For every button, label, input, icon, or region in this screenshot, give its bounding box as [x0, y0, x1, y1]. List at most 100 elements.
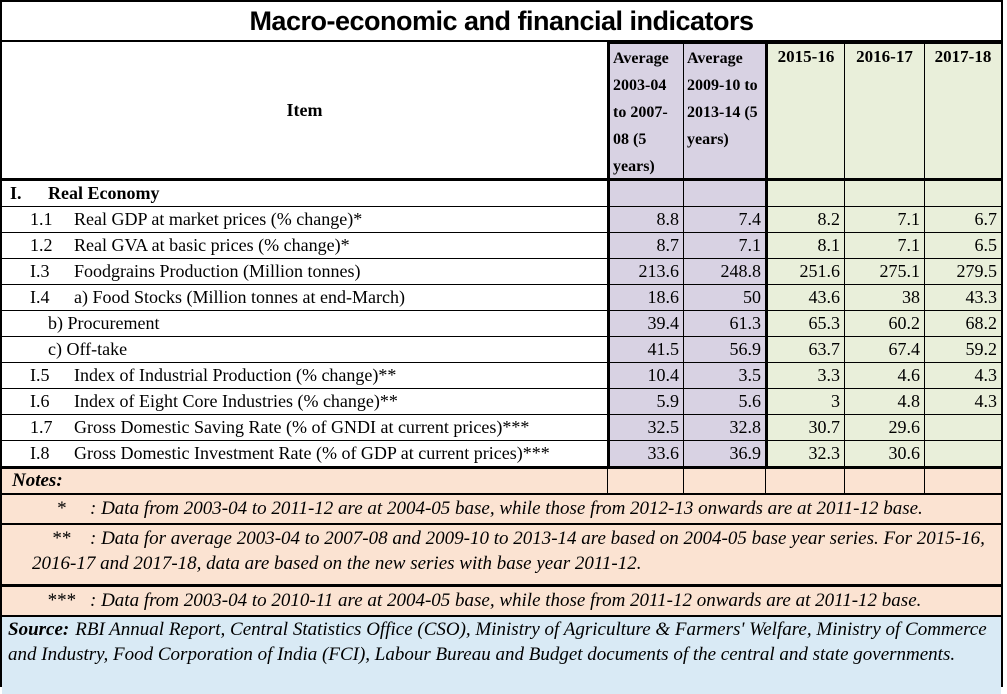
row-item-label: c) Off-take — [48, 339, 128, 359]
column-header-2017-18: 2017-18 — [924, 42, 1001, 178]
title-row: Macro-economic and financial indicators — [2, 2, 1001, 42]
cell-value: 30.7 — [765, 415, 844, 440]
cell-value: 32.5 — [607, 415, 683, 440]
cell-value: 3.5 — [683, 363, 765, 388]
row-item-label: Real GDP at market prices (% change)* — [74, 209, 363, 229]
row-item-label: Index of Industrial Production (% change… — [74, 365, 397, 385]
cell-value: 30.6 — [844, 441, 924, 466]
notes-header-row: Notes: — [2, 469, 1001, 495]
cell-value: 8.2 — [765, 207, 844, 232]
cell-value: 41.5 — [607, 337, 683, 362]
footnote-text: : Data from 2003-04 to 2010-11 are at 20… — [90, 590, 922, 611]
table-row: b) Procurement 39.4 61.3 65.3 60.2 68.2 — [2, 311, 1001, 337]
cell-value: 4.3 — [924, 389, 1001, 414]
footnote-marker: * — [56, 498, 66, 519]
table-row: I.6 Index of Eight Core Industries (% ch… — [2, 389, 1001, 415]
cell-value: 10.4 — [607, 363, 683, 388]
row-code: I.3 — [30, 261, 50, 281]
table-row: 1.2 Real GVA at basic prices (% change)*… — [2, 233, 1001, 259]
cell-value: 33.6 — [607, 441, 683, 466]
cell-value: 7.1 — [844, 207, 924, 232]
column-header-average-2009-14: Average 2009-10 to 2013-14 (5 years) — [683, 42, 765, 178]
cell-value: 213.6 — [607, 259, 683, 284]
row-item-label: b) Procurement — [48, 313, 160, 333]
footnote-text: : Data for average 2003-04 to 2007-08 an… — [32, 528, 985, 574]
cell-value: 59.2 — [924, 337, 1001, 362]
row-item-label: Gross Domestic Investment Rate (% of GDP… — [74, 443, 550, 463]
row-code: 1.1 — [30, 209, 53, 229]
cell-value: 67.4 — [844, 337, 924, 362]
cell-value: 8.8 — [607, 207, 683, 232]
cell-value: 4.3 — [924, 363, 1001, 388]
cell-value — [924, 441, 1001, 466]
cell-value: 60.2 — [844, 311, 924, 336]
cell-value: 6.5 — [924, 233, 1001, 258]
source-text: RBI Annual Report, Central Statistics Of… — [8, 619, 987, 665]
table-title: Macro-economic and financial indicators — [249, 5, 754, 36]
cell-value: 6.7 — [924, 207, 1001, 232]
table-row: 1.7 Gross Domestic Saving Rate (% of GND… — [2, 415, 1001, 441]
footnote-triple-star: *** : Data from 2003-04 to 2010-11 are at… — [2, 587, 1001, 617]
cell-value: 63.7 — [765, 337, 844, 362]
cell-value: 279.5 — [924, 259, 1001, 284]
cell-value: 5.9 — [607, 389, 683, 414]
cell-value: 7.4 — [683, 207, 765, 232]
cell-value: 275.1 — [844, 259, 924, 284]
cell-value: 3 — [765, 389, 844, 414]
cell-value: 7.1 — [844, 233, 924, 258]
column-header-average-2003-08: Average 2003-04 to 2007-08 (5 years) — [607, 42, 683, 178]
source-label: Source: — [8, 619, 70, 640]
column-header-2015-16: 2015-16 — [765, 42, 844, 178]
section-label: Real Economy — [48, 183, 160, 203]
row-item-label: Gross Domestic Saving Rate (% of GNDI at… — [74, 417, 530, 437]
cell-value: 50 — [683, 285, 765, 310]
cell-value: 43.3 — [924, 285, 1001, 310]
header-row: Item Average 2003-04 to 2007-08 (5 years… — [2, 42, 1001, 181]
cell-value: 4.6 — [844, 363, 924, 388]
row-code: I.6 — [30, 391, 50, 411]
row-item-label: Foodgrains Production (Million tonnes) — [74, 261, 361, 281]
row-code: I.8 — [30, 443, 50, 463]
table-row: 1.1 Real GDP at market prices (% change)… — [2, 207, 1001, 233]
column-header-item: Item — [286, 99, 323, 120]
cell-value: 65.3 — [765, 311, 844, 336]
row-code: 1.7 — [30, 417, 53, 437]
cell-value: 38 — [844, 285, 924, 310]
cell-value: 3.3 — [765, 363, 844, 388]
cell-value: 68.2 — [924, 311, 1001, 336]
cell-value: 56.9 — [683, 337, 765, 362]
row-code: I.5 — [30, 365, 50, 385]
table-row: I.8 Gross Domestic Investment Rate (% of… — [2, 441, 1001, 469]
section-code: I. — [10, 183, 22, 203]
footnote-text: : Data from 2003-04 to 2011-12 are at 20… — [90, 498, 923, 519]
cell-value: 32.3 — [765, 441, 844, 466]
section-row: I. Real Economy — [2, 181, 1001, 207]
cell-value: 43.6 — [765, 285, 844, 310]
footnote-marker: *** — [46, 590, 76, 611]
row-item-label: Index of Eight Core Industries (% change… — [74, 391, 398, 411]
row-item-label: a) Food Stocks (Million tonnes at end-Ma… — [74, 287, 405, 307]
footnote-single-star: * : Data from 2003-04 to 2011-12 are at 2… — [2, 495, 1001, 525]
cell-value: 36.9 — [683, 441, 765, 466]
cell-value: 29.6 — [844, 415, 924, 440]
table-row: c) Off-take 41.5 56.9 63.7 67.4 59.2 — [2, 337, 1001, 363]
row-code: I.4 — [30, 287, 50, 307]
table-row: I.5 Index of Industrial Production (% ch… — [2, 363, 1001, 389]
cell-value — [924, 415, 1001, 440]
row-code: 1.2 — [30, 235, 53, 255]
cell-value: 32.8 — [683, 415, 765, 440]
cell-value: 251.6 — [765, 259, 844, 284]
source-row: Source: RBI Annual Report, Central Statis… — [2, 617, 1001, 694]
cell-value: 8.7 — [607, 233, 683, 258]
section-title: I. Real Economy — [2, 181, 607, 206]
cell-value: 8.1 — [765, 233, 844, 258]
table-row: I.3 Foodgrains Production (Million tonne… — [2, 259, 1001, 285]
cell-value: 39.4 — [607, 311, 683, 336]
footnote-double-star: **: Data for average 2003-04 to 2007-08 … — [2, 525, 1001, 587]
column-header-2016-17: 2016-17 — [844, 42, 924, 178]
table-row: I.4 a) Food Stocks (Million tonnes at en… — [2, 285, 1001, 311]
row-item-label: Real GVA at basic prices (% change)* — [74, 235, 350, 255]
cell-value: 7.1 — [683, 233, 765, 258]
cell-value: 18.6 — [607, 285, 683, 310]
